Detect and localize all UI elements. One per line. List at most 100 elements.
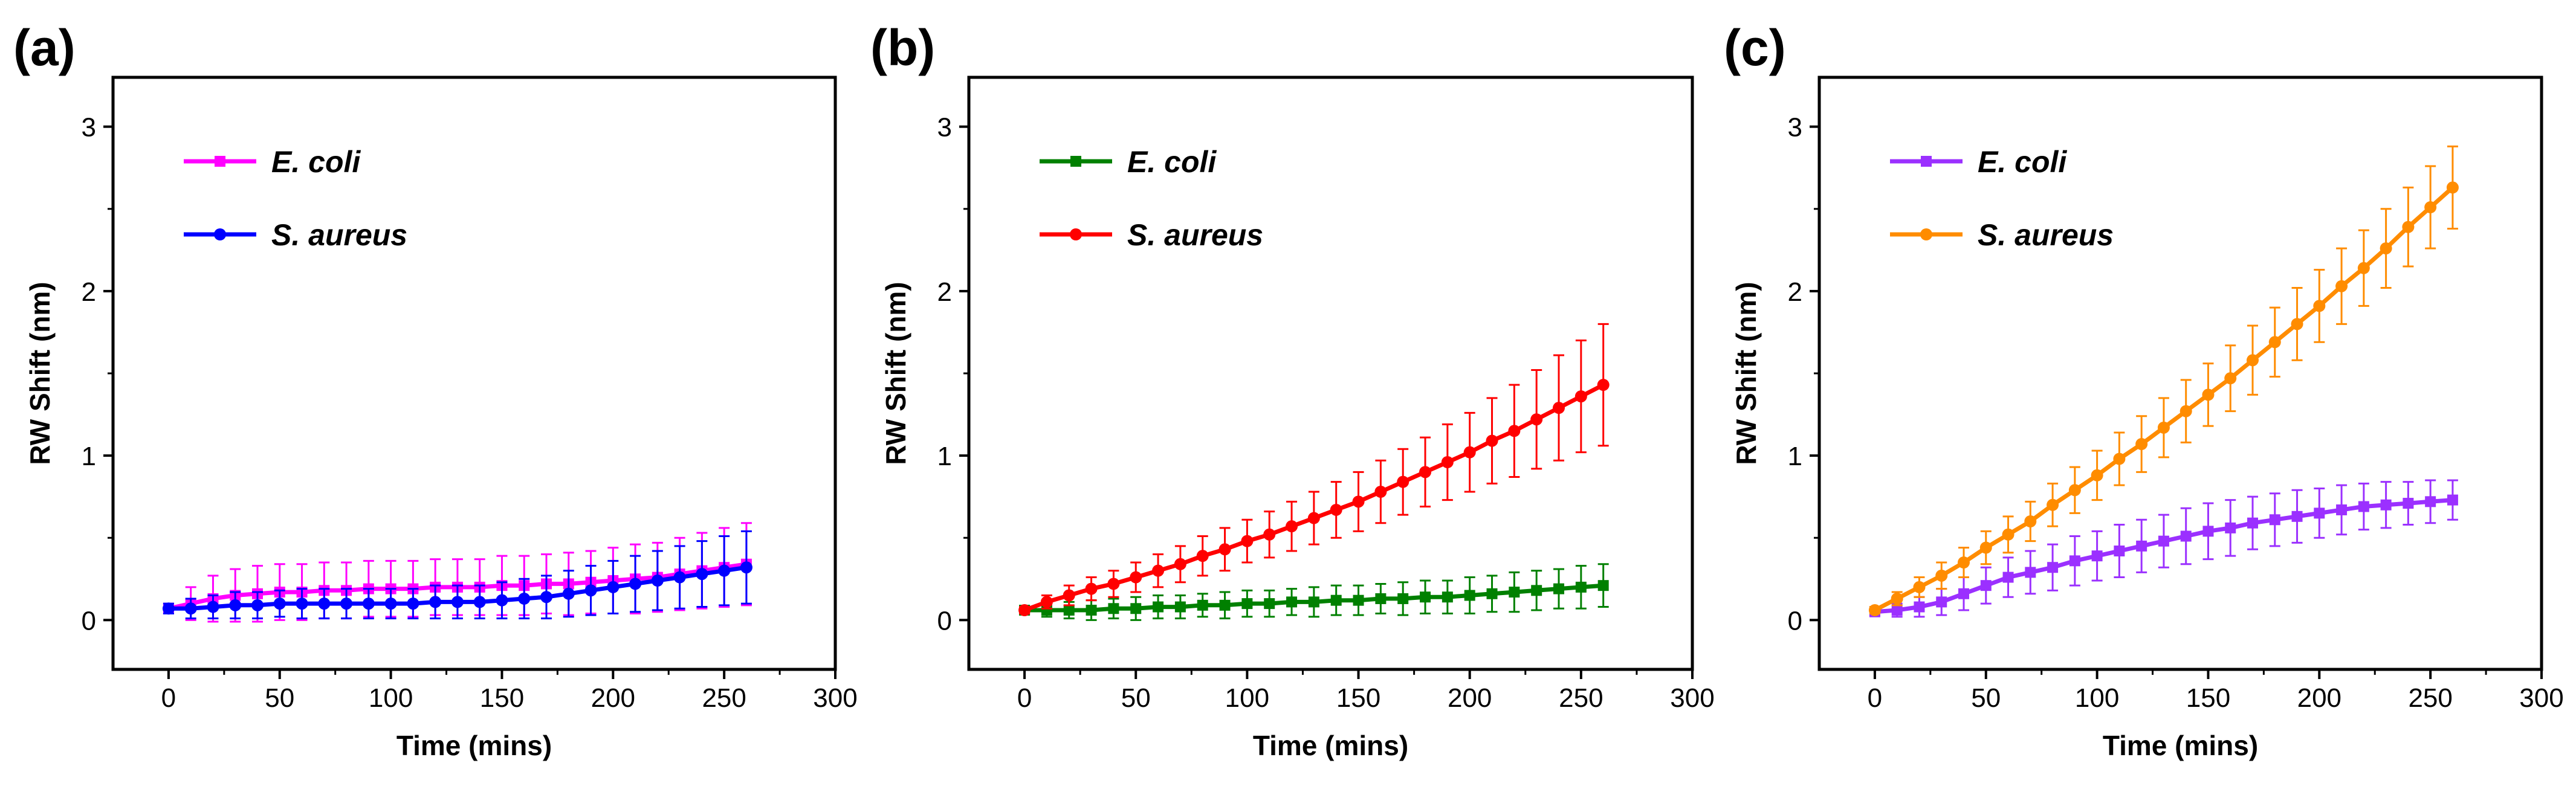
data-point	[718, 564, 731, 577]
data-point	[1286, 520, 1298, 533]
data-point	[340, 597, 353, 610]
data-point	[2336, 504, 2348, 515]
data-point	[2158, 535, 2169, 547]
panel-label: (c)	[1724, 19, 1786, 76]
data-point	[2403, 498, 2414, 509]
data-point	[1197, 599, 1208, 611]
data-point	[1508, 425, 1521, 437]
data-point	[296, 597, 308, 610]
data-point	[1486, 588, 1498, 599]
legend-entry-0: E. coli	[1890, 145, 2067, 179]
data-point	[1553, 583, 1565, 594]
data-point	[1330, 594, 1342, 606]
series-0	[1019, 563, 1609, 621]
data-point	[429, 596, 442, 608]
data-point	[2291, 510, 2303, 522]
y-tick-label: 2	[937, 277, 952, 307]
data-point	[1108, 603, 1119, 614]
data-point	[251, 599, 264, 611]
legend-entry-1: S. aureus	[1890, 218, 2114, 252]
data-point	[2113, 452, 2126, 465]
data-point	[1597, 379, 1610, 391]
data-point	[1397, 593, 1409, 604]
data-point	[1218, 543, 1231, 556]
data-point	[1575, 581, 1587, 593]
y-tick-label: 1	[82, 442, 96, 471]
data-point	[2202, 388, 2215, 401]
x-tick-label: 0	[1017, 683, 1032, 713]
x-tick-label: 200	[2297, 683, 2341, 713]
data-point	[2247, 517, 2258, 529]
data-point	[1891, 605, 1903, 616]
data-point	[1531, 585, 1542, 596]
data-point	[1018, 604, 1031, 616]
y-axis-title: RW Shift (nm)	[880, 282, 911, 465]
data-point	[1152, 564, 1165, 577]
data-point	[1241, 598, 1253, 610]
series-1	[1868, 145, 2459, 616]
data-point	[2135, 438, 2148, 451]
data-point	[1868, 604, 1881, 616]
data-point	[1574, 390, 1587, 403]
data-point	[2202, 526, 2214, 537]
legend-marker	[1921, 156, 1932, 167]
legend-entry-1: S. aureus	[184, 218, 407, 252]
data-point	[1553, 402, 1565, 414]
data-point	[1891, 592, 1903, 605]
data-point	[1196, 550, 1209, 562]
x-axis-title: Time (mins)	[1253, 730, 1408, 761]
data-point	[2269, 514, 2280, 526]
legend-entry-0: E. coli	[184, 145, 361, 179]
legend-entry-0: E. coli	[1040, 145, 1217, 179]
legend-label: E. coli	[1127, 145, 1217, 179]
data-point	[2002, 528, 2015, 541]
data-point	[1263, 528, 1276, 541]
data-point	[496, 594, 508, 607]
y-tick-label: 0	[82, 606, 96, 636]
data-point	[1264, 598, 1275, 610]
data-point	[2358, 501, 2369, 512]
data-point	[607, 581, 620, 593]
data-point	[1936, 596, 1947, 608]
data-point	[2224, 372, 2237, 385]
data-point	[518, 592, 531, 605]
legend-marker	[214, 228, 226, 240]
y-axis-title: RW Shift (nm)	[1730, 282, 1762, 465]
data-point	[2380, 499, 2392, 510]
y-tick-label: 0	[937, 606, 952, 636]
data-point	[2357, 262, 2370, 274]
data-point	[2380, 242, 2392, 255]
data-point	[2268, 336, 2281, 349]
x-tick-label: 200	[1448, 683, 1492, 713]
data-point	[2002, 572, 2014, 583]
legend-label: S. aureus	[271, 218, 407, 252]
data-point	[1597, 580, 1609, 591]
legend-marker	[1070, 156, 1081, 167]
series-1	[1018, 323, 1610, 616]
data-point	[318, 597, 331, 610]
y-tick-label: 3	[82, 113, 96, 143]
data-point	[1463, 446, 1476, 459]
data-point	[451, 596, 464, 608]
data-point	[584, 584, 597, 597]
data-point	[273, 597, 286, 610]
data-point	[1063, 605, 1075, 616]
data-point	[1420, 591, 1431, 603]
data-point	[1130, 571, 1142, 584]
data-point	[1130, 603, 1142, 614]
data-point	[651, 575, 664, 587]
data-point	[2068, 484, 2081, 497]
y-tick-label: 3	[1788, 113, 1802, 143]
data-point	[1979, 541, 1992, 554]
data-point	[2025, 567, 2036, 578]
data-point	[1086, 605, 1097, 616]
data-point	[1914, 601, 1925, 613]
data-point	[407, 597, 419, 610]
data-point	[1308, 596, 1319, 608]
data-point	[1352, 495, 1365, 508]
data-point	[1442, 591, 1453, 603]
data-point	[1040, 596, 1053, 608]
data-point	[2425, 496, 2436, 507]
data-point	[1374, 486, 1387, 498]
